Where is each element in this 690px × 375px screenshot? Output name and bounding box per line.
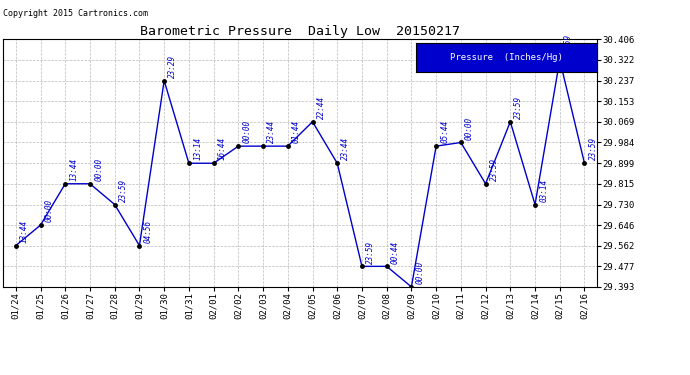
Text: 22:44: 22:44 <box>317 96 326 119</box>
Text: 16:44: 16:44 <box>218 137 227 160</box>
Text: 23:44: 23:44 <box>267 120 276 143</box>
Text: 00:00: 00:00 <box>415 261 424 284</box>
Text: 13:14: 13:14 <box>193 137 202 160</box>
Text: 23:59: 23:59 <box>119 178 128 202</box>
Text: 00:00: 00:00 <box>242 120 251 143</box>
Text: 03:14: 03:14 <box>539 178 548 202</box>
Text: 04:56: 04:56 <box>144 220 152 243</box>
Text: 00:00: 00:00 <box>465 117 474 140</box>
Text: 00:00: 00:00 <box>45 199 54 222</box>
Text: 23:59: 23:59 <box>490 158 499 181</box>
Text: 23:59: 23:59 <box>366 240 375 264</box>
Text: 00:44: 00:44 <box>391 240 400 264</box>
Text: 23:59: 23:59 <box>515 96 524 119</box>
Text: 05:44: 05:44 <box>440 120 449 143</box>
Text: 13:44: 13:44 <box>20 220 29 243</box>
Text: 01:44: 01:44 <box>292 120 301 143</box>
Text: 23:59: 23:59 <box>564 34 573 57</box>
Title: Barometric Pressure  Daily Low  20150217: Barometric Pressure Daily Low 20150217 <box>140 25 460 38</box>
Text: Copyright 2015 Cartronics.com: Copyright 2015 Cartronics.com <box>3 9 148 18</box>
Text: 23:59: 23:59 <box>589 137 598 160</box>
Text: 23:44: 23:44 <box>342 137 351 160</box>
Text: 00:00: 00:00 <box>94 158 103 181</box>
Text: 13:44: 13:44 <box>70 158 79 181</box>
Text: 23:29: 23:29 <box>168 55 177 78</box>
